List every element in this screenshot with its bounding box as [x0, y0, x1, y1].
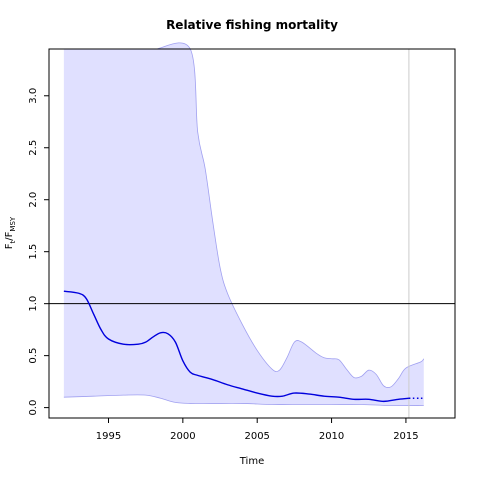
y-tick-label: 1.5 — [28, 244, 39, 260]
y-tick-label: 3.0 — [28, 88, 39, 104]
y-axis-title: Ft/FMSY — [4, 216, 17, 249]
x-tick-label: 2000 — [170, 431, 195, 442]
estimate-line — [63, 290, 409, 403]
x-tick-label: 2005 — [244, 431, 269, 442]
y-tick-label: 2.5 — [28, 140, 39, 156]
lower-bound-line — [63, 394, 424, 407]
y-axis-title-sub1: t — [9, 240, 17, 243]
y-tick-label: 1.0 — [28, 296, 39, 312]
y-axis: 0.0 0.5 1.0 1.5 2.0 2.5 3.0 — [28, 88, 49, 416]
series-layer — [63, 290, 424, 403]
y-axis-title-sub2: MSY — [9, 216, 17, 231]
y-axis-title-sep: /F — [4, 231, 15, 240]
confidence-band — [63, 42, 425, 407]
plot-frame — [48, 48, 456, 419]
y-axis-title-main: F — [4, 243, 15, 249]
x-tick-label: 2015 — [393, 431, 418, 442]
confidence-band-fill — [63, 42, 424, 406]
x-tick-label: 2010 — [319, 431, 344, 442]
y-tick-label: 2.0 — [28, 192, 39, 208]
x-axis-title: Time — [239, 456, 264, 467]
plot-area — [48, 42, 456, 419]
chart-title: Relative fishing mortality — [166, 18, 338, 32]
x-axis: 1995 2000 2005 2010 2015 — [96, 418, 419, 442]
x-tick-label: 1995 — [96, 431, 121, 442]
y-tick-label: 0.5 — [28, 348, 39, 364]
y-tick-label: 0.0 — [28, 400, 39, 416]
